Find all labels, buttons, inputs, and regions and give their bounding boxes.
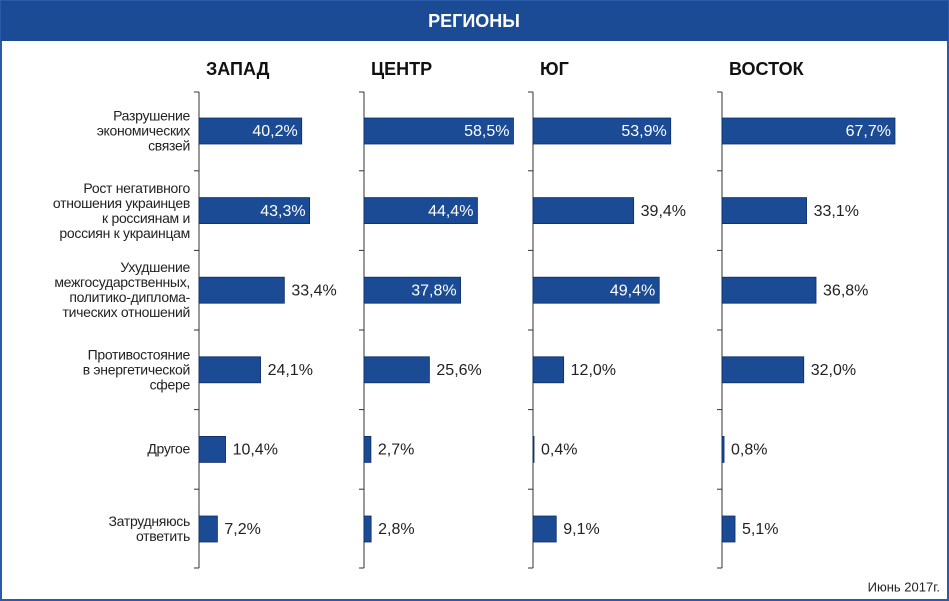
value-label: 36,8% bbox=[823, 282, 868, 299]
bar bbox=[532, 117, 672, 145]
value-label: 44,4% bbox=[428, 203, 473, 220]
bar bbox=[721, 515, 736, 543]
value-label: 0,4% bbox=[541, 442, 577, 459]
bar bbox=[198, 356, 261, 384]
panel-title: ЮГ bbox=[540, 59, 569, 79]
bar bbox=[198, 435, 226, 463]
note: Июнь 2017г. bbox=[868, 579, 940, 594]
category-label: Другое bbox=[147, 440, 190, 457]
value-label: 39,4% bbox=[641, 203, 686, 220]
value-label: 0,8% bbox=[731, 442, 767, 459]
bar bbox=[198, 515, 218, 543]
bar bbox=[363, 356, 430, 384]
value-label: 49,4% bbox=[610, 282, 655, 299]
panel-title: ВОСТОК bbox=[729, 59, 805, 79]
value-label: 25,6% bbox=[436, 362, 481, 379]
category-label: Ухудшение межгосударственных, политико-д… bbox=[54, 259, 190, 321]
bar bbox=[721, 356, 805, 384]
value-label: 24,1% bbox=[268, 362, 313, 379]
bar bbox=[532, 515, 557, 543]
value-label: 43,3% bbox=[260, 203, 305, 220]
category-label: Противостояние в энергетической сфере bbox=[82, 346, 191, 393]
bar bbox=[721, 435, 725, 463]
bar bbox=[532, 435, 535, 463]
header-bar bbox=[1, 1, 948, 41]
panel-title: ЦЕНТР bbox=[371, 59, 432, 79]
value-label: 9,1% bbox=[563, 521, 599, 538]
bar bbox=[363, 435, 372, 463]
bar bbox=[363, 276, 461, 304]
bar bbox=[721, 117, 896, 145]
value-label: 10,4% bbox=[233, 442, 278, 459]
bar bbox=[198, 117, 303, 145]
bar bbox=[532, 356, 565, 384]
value-label: 12,0% bbox=[571, 362, 616, 379]
value-label: 40,2% bbox=[252, 123, 297, 140]
bar bbox=[363, 117, 514, 145]
value-label: 37,8% bbox=[411, 282, 456, 299]
bar bbox=[532, 197, 635, 225]
bar bbox=[363, 197, 478, 225]
value-label: 33,4% bbox=[291, 282, 336, 299]
bar bbox=[198, 276, 285, 304]
bar bbox=[363, 515, 372, 543]
category-label: Затрудняюсь ответить bbox=[108, 513, 191, 544]
value-label: 53,9% bbox=[621, 123, 666, 140]
value-label: 5,1% bbox=[742, 521, 778, 538]
value-label: 33,1% bbox=[814, 203, 859, 220]
value-label: 32,0% bbox=[811, 362, 856, 379]
value-label: 2,7% bbox=[378, 442, 414, 459]
category-label: Разрушение экономических связей bbox=[96, 107, 191, 154]
value-label: 2,8% bbox=[378, 521, 414, 538]
panel-title: ЗАПАД bbox=[206, 59, 270, 79]
bar bbox=[532, 276, 660, 304]
bar bbox=[721, 276, 817, 304]
value-label: 67,7% bbox=[846, 123, 891, 140]
value-label: 7,2% bbox=[224, 521, 260, 538]
value-label: 58,5% bbox=[464, 123, 509, 140]
bar bbox=[198, 197, 311, 225]
header: РЕГИОНЫ bbox=[428, 11, 520, 31]
category-label: Рост негативного отношения украинцев к р… bbox=[52, 179, 190, 241]
bar bbox=[721, 197, 807, 225]
